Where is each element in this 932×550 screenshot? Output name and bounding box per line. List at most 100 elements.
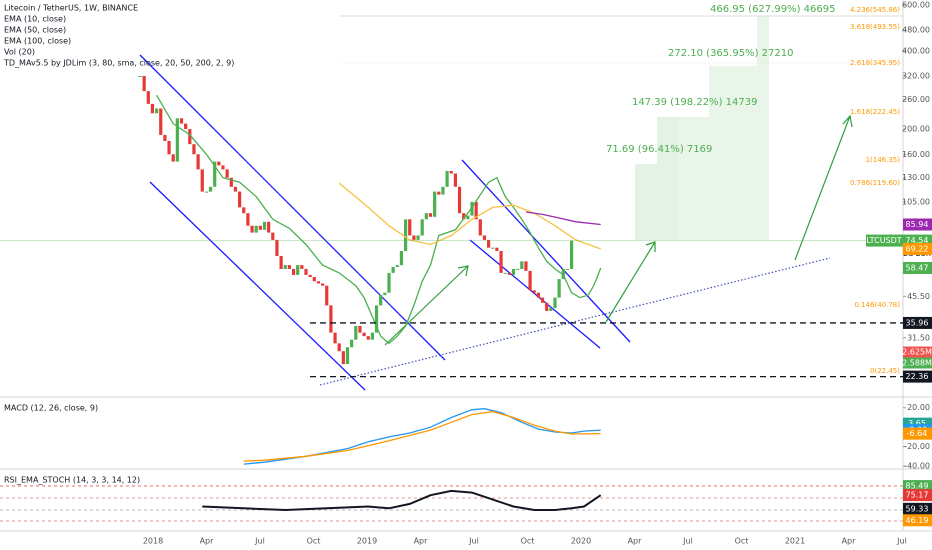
marker-box — [903, 262, 932, 275]
candle — [495, 247, 499, 251]
x-tick-label: Jul — [254, 537, 265, 546]
indicator-line — [156, 94, 602, 345]
candle — [391, 266, 395, 273]
candle — [275, 239, 279, 257]
marker-box — [903, 427, 932, 440]
candle — [570, 240, 574, 269]
candle — [528, 270, 532, 291]
candle — [374, 305, 379, 333]
candle — [196, 154, 200, 170]
y-tick-label: 260.00 — [902, 95, 930, 104]
volume-box — [903, 357, 932, 369]
candle — [437, 191, 441, 195]
fib-label: 0.786(119.60) — [850, 179, 900, 187]
target-label: 272.10 (365.95%) 27210 — [668, 48, 793, 59]
marker-label: 75.17 — [906, 491, 929, 500]
candle — [362, 332, 366, 337]
candle — [287, 265, 291, 269]
candle — [482, 235, 487, 240]
marker-box — [903, 218, 932, 231]
channel-line — [149, 181, 366, 391]
candle — [370, 332, 374, 340]
candle — [233, 186, 238, 192]
candle — [565, 268, 570, 270]
candle — [146, 91, 150, 104]
candle — [283, 265, 287, 269]
price-label: 74.54 — [906, 236, 929, 245]
candle — [333, 332, 337, 344]
candle — [208, 186, 213, 192]
x-tick-label: Oct — [307, 537, 321, 546]
volume-box — [903, 346, 932, 358]
indicator-line — [525, 211, 601, 226]
candle — [449, 171, 453, 174]
indicator-label: EMA (100, close) — [4, 37, 71, 46]
candle — [188, 129, 192, 145]
candle — [416, 235, 420, 240]
candle — [192, 144, 196, 155]
candle — [478, 219, 482, 236]
candle — [296, 265, 300, 275]
candle — [262, 221, 267, 230]
candle — [246, 213, 250, 226]
candle — [499, 250, 503, 273]
y-tick-label: 480.00 — [902, 26, 930, 35]
x-tick-label: 2020 — [571, 537, 591, 546]
x-tick-label: 2018 — [143, 537, 163, 546]
candle — [433, 191, 437, 217]
y-tick-label: -40.00 — [904, 462, 930, 471]
candle — [329, 305, 333, 333]
candle — [507, 272, 511, 275]
marker-label: 85.49 — [906, 482, 929, 491]
indicator-label: TD_MAv5.5 by JDLim (3, 80, sma, close, 2… — [3, 59, 234, 68]
marker-box — [903, 502, 932, 515]
candle — [304, 268, 308, 275]
candle — [395, 265, 399, 267]
marker-box — [903, 370, 932, 383]
indicator-line — [202, 489, 602, 512]
y-tick-label: 400.00 — [902, 46, 930, 55]
candle — [441, 186, 445, 195]
candle — [341, 351, 345, 364]
candle — [308, 274, 312, 277]
candle — [258, 225, 262, 230]
candle — [428, 213, 433, 217]
candle — [312, 276, 316, 282]
x-tick-label: Jul — [468, 537, 479, 546]
y-tick-label: -20.00 — [904, 442, 930, 451]
x-tick-label: Apr — [842, 537, 857, 546]
target-label: 71.69 (96.41%) 7169 — [606, 144, 712, 155]
indicator-label: Vol (20) — [4, 48, 35, 57]
marker-box — [903, 316, 932, 329]
marker-label: 69.22 — [906, 244, 929, 253]
x-tick-label: Apr — [200, 537, 215, 546]
candle — [213, 161, 217, 187]
channel-line — [469, 239, 601, 349]
fib-label: 1.618(222.45) — [850, 108, 900, 116]
fib-label: 3.618(493.55) — [850, 23, 900, 31]
candle — [424, 213, 428, 220]
x-tick-label: 2019 — [357, 537, 377, 546]
candle — [242, 207, 246, 214]
fib-label: 1(146.35) — [866, 156, 901, 164]
y-tick-label: 45.50 — [907, 292, 930, 301]
candle — [491, 247, 495, 249]
candle — [291, 268, 296, 275]
indicator-label: EMA (10, close) — [4, 15, 66, 24]
x-tick-label: Jul — [682, 537, 693, 546]
trend-line — [319, 257, 831, 386]
channel-line — [461, 159, 631, 343]
volume-label: 2.588M — [902, 359, 932, 368]
candle — [184, 123, 188, 130]
candle — [379, 295, 383, 306]
candle — [466, 215, 470, 220]
candle — [238, 191, 242, 208]
candle — [204, 191, 208, 193]
chart-title: Litecoin / TetherUS, 1W, BINANCE — [4, 4, 138, 13]
marker-box — [903, 514, 932, 527]
candle — [267, 221, 271, 233]
candle — [350, 339, 354, 348]
candle — [536, 292, 540, 298]
marker-box — [903, 242, 932, 255]
